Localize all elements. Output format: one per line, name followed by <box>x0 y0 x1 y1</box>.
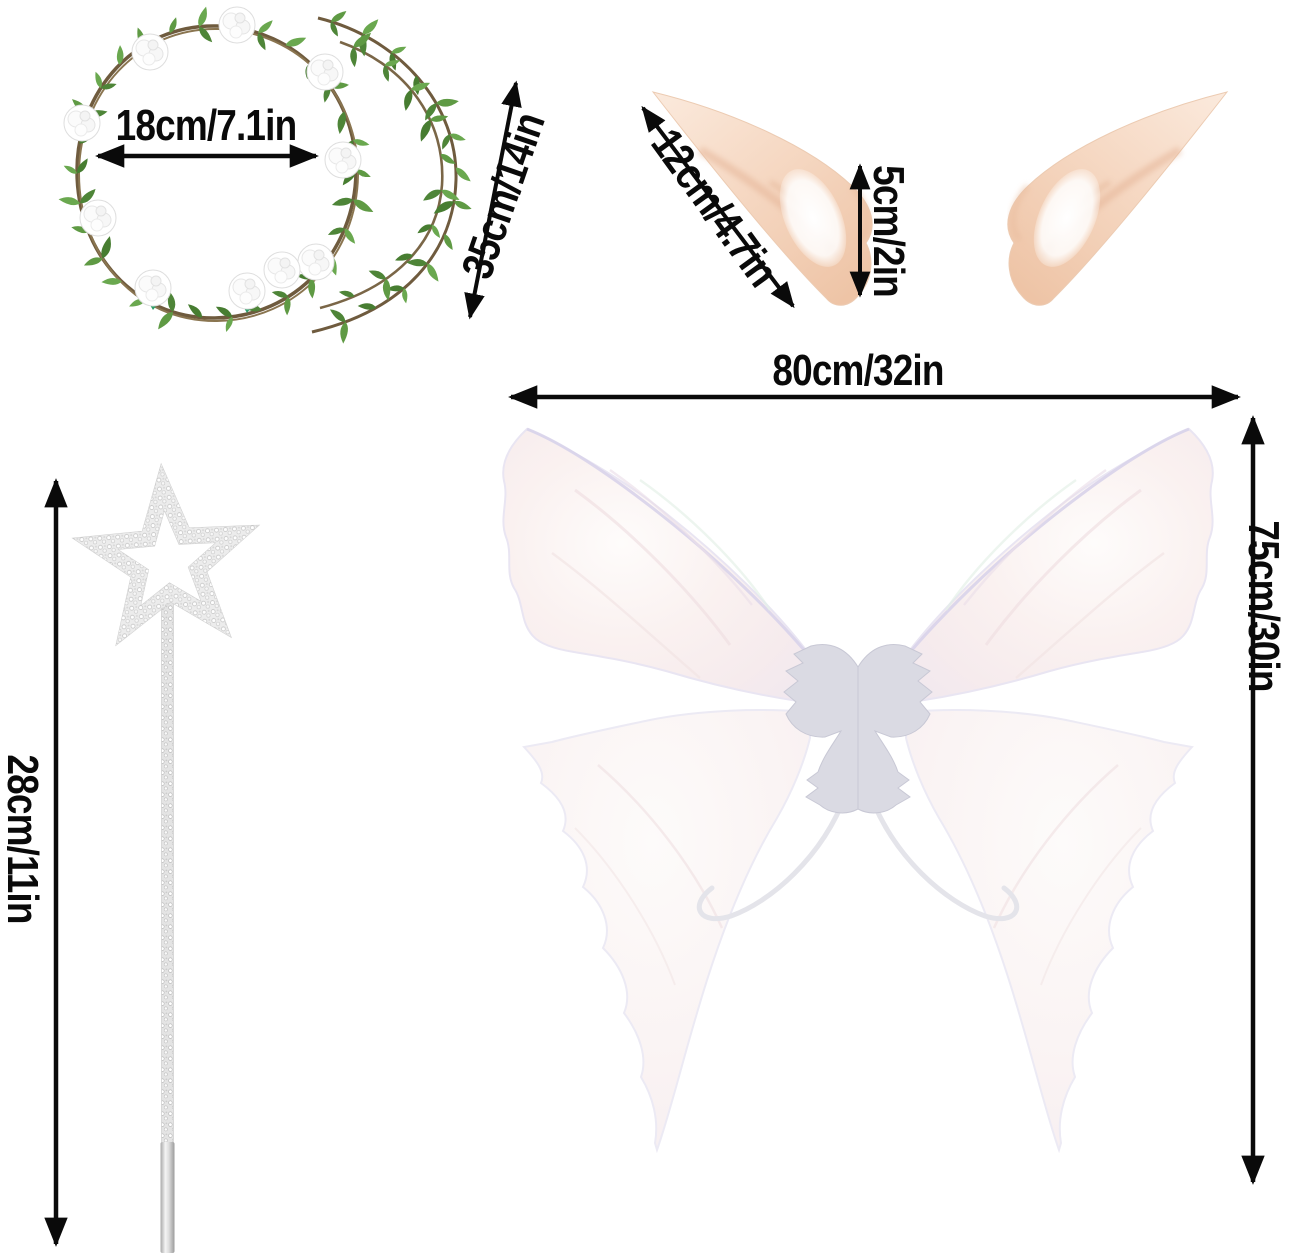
crown-flower <box>263 251 301 289</box>
arrow-ear-length <box>641 105 795 309</box>
crown-flower <box>79 199 117 237</box>
wing-right-mirror <box>858 429 1213 1150</box>
wand-stick-glitter <box>161 599 174 1146</box>
crown-diameter-label: 18cm/7.1in <box>115 101 297 150</box>
wings-width-label: 80cm/32in <box>772 346 944 395</box>
crown-flower <box>218 6 256 44</box>
fairy-wings <box>502 427 1213 1154</box>
wing-top-edge-accent <box>526 427 817 664</box>
crown-flower <box>324 141 362 179</box>
vine-tail-inner <box>319 40 444 310</box>
elf-ear-right <box>1008 92 1227 305</box>
dimension-arrows <box>44 80 1265 1247</box>
wing-body-half <box>783 644 859 814</box>
crown-flower <box>131 33 169 71</box>
crown-flower <box>297 243 335 281</box>
wings-height-label: 75cm/30in <box>1239 520 1288 692</box>
crown-ring-stem-2 <box>77 27 360 323</box>
crown-flowers <box>63 6 362 313</box>
crown-flower <box>228 272 266 313</box>
ear-height-label: 5cm/2in <box>864 165 913 297</box>
wing-upper-left <box>502 427 817 703</box>
wing-texture-veins <box>551 468 772 986</box>
wand-star <box>71 462 261 647</box>
flower-crown <box>57 5 473 345</box>
arrow-vine-length <box>464 80 522 320</box>
crown-flower <box>134 269 172 310</box>
crown-flower <box>63 104 101 142</box>
wand-stick-tube <box>160 1142 175 1253</box>
star-wand <box>71 462 261 1253</box>
wing-lower-left <box>522 709 812 1154</box>
crown-flower <box>306 53 344 91</box>
wing-elastic-strap <box>696 791 849 922</box>
vine-tail-outer <box>311 16 458 334</box>
wand-length-label: 28cm/11in <box>0 754 47 924</box>
